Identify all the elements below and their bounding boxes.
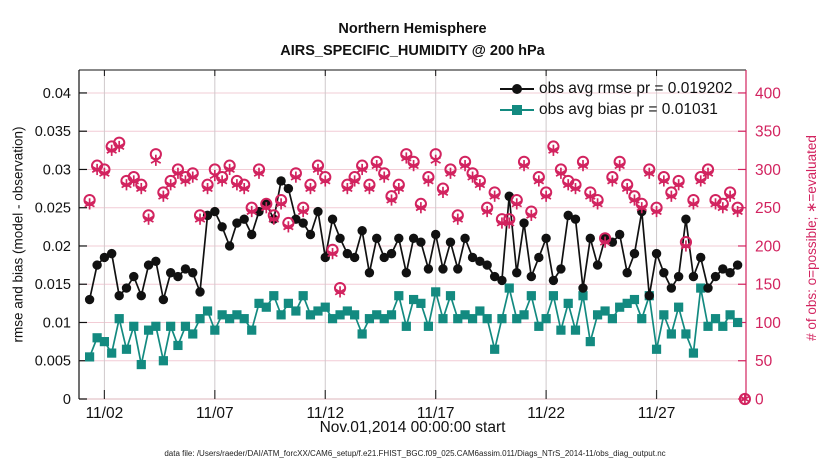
y-tick-label-right: 400 (755, 85, 781, 102)
y-tick-label-left: 0.035 (35, 124, 71, 140)
y-tick-label-right: 250 (755, 200, 781, 217)
y-tick-label-right: 100 (755, 315, 781, 332)
x-axis-label: Nov.01,2014 00:00:00 start (319, 419, 506, 436)
y-tick-label-left: 0.015 (35, 277, 71, 293)
axis-spines (78, 69, 747, 400)
legend-circle-marker-icon (512, 84, 522, 94)
legend-entry-rmse: obs avg rmse pr = 0.019202 (500, 80, 733, 97)
legend-sample-rmse (500, 84, 534, 95)
series-n-evaluated (84, 140, 751, 405)
y-tick-label-right: 300 (755, 162, 781, 179)
y-tick-label-left: 0.005 (35, 354, 71, 370)
chart-title-block: Northern Hemisphere AIRS_SPECIFIC_HUMIDI… (79, 18, 746, 62)
y-tick-label-left: 0.025 (35, 201, 71, 217)
x-tick-label: 11/12 (306, 405, 344, 422)
y-tick-label-left: 0.02 (43, 239, 71, 255)
legend-sample-bias (500, 105, 534, 116)
y-tick-label-right: 200 (755, 238, 781, 255)
y-tick-label-left: 0.01 (43, 315, 71, 331)
chart-subtitle: AIRS_SPECIFIC_HUMIDITY @ 200 hPa (280, 43, 545, 59)
y-tick-label-right: 50 (755, 353, 773, 370)
legend-entry-bias: obs avg bias pr = 0.01031 (500, 101, 732, 118)
y-tick-labels-right: 0 50 100 150 200 250 300 350 400 (755, 85, 781, 408)
y-tick-label-left: 0.03 (43, 162, 71, 178)
x-tick-label: 11/17 (417, 405, 455, 422)
series-bias (85, 283, 743, 370)
x-tick-label: 11/02 (86, 405, 124, 422)
chart-title: Northern Hemisphere (338, 21, 487, 37)
legend-label-bias: obs avg bias pr = 0.01031 (539, 101, 718, 118)
axis-ticks (79, 70, 746, 400)
x-tick-label: 11/27 (638, 405, 676, 422)
y-axis-label-left: rmse and bias (model - observation) (10, 126, 26, 343)
x-tick-label: 11/07 (196, 405, 234, 422)
legend-label-rmse: obs avg rmse pr = 0.019202 (539, 80, 733, 97)
legend-square-marker-icon (512, 105, 522, 115)
y-tick-label-right: 350 (755, 124, 781, 141)
y-tick-label-right: 150 (755, 277, 781, 294)
y-tick-label-left: 0.04 (43, 86, 71, 102)
y-tick-label-left: 0 (63, 392, 71, 408)
y-tick-labels-left: 0 0.005 0.01 0.015 0.02 0.025 0.03 0.035 0.04 (35, 86, 71, 408)
x-tick-labels: 11/02 11/07 11/12 11/17 11/22 11/27 (86, 405, 676, 422)
data-file-caption: data file: /Users/raeder/DAI/ATM_forcXX/… (164, 449, 666, 458)
x-tick-label: 11/22 (527, 405, 565, 422)
series-rmse (84, 176, 743, 305)
y-tick-label-right: 0 (755, 392, 764, 409)
legend: obs avg rmse pr = 0.019202 obs avg bias … (500, 80, 733, 123)
y-axis-label-right: # of obs: o=possible; ∗=evaluated (804, 135, 819, 341)
